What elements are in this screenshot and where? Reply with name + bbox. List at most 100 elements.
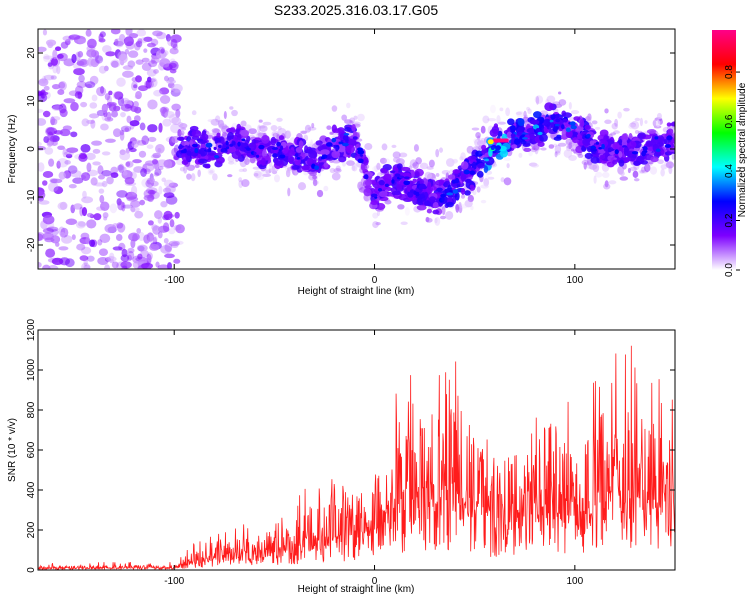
spectrogram-cell [95, 55, 104, 64]
spectrogram-cell [238, 168, 245, 173]
spectrogram-cell [528, 162, 538, 167]
spectrogram-cell [441, 206, 446, 216]
spectrogram-cell [304, 124, 312, 133]
spectrogram-cell [601, 172, 610, 178]
spectrogram-cell [180, 127, 187, 131]
spectrogram-cell [630, 120, 640, 130]
spectrogram-cell [554, 123, 560, 127]
spectrogram-cell [499, 107, 504, 112]
spectrogram-cell [516, 110, 525, 118]
spectrogram-cell [57, 157, 69, 168]
spectrogram-cell [189, 125, 199, 132]
spectrogram-cell [535, 128, 541, 133]
spectrogram-cell [420, 194, 425, 198]
spectrogram-cell [427, 181, 432, 191]
spectrogram-cell [163, 187, 172, 194]
spectrogram-cell [660, 164, 668, 170]
spectrogram-cell [432, 202, 439, 209]
spectrogram-cell [168, 227, 176, 235]
spectrogram-cell [270, 167, 276, 173]
spectrogram-cell [570, 125, 577, 130]
spectrogram-cell [135, 90, 142, 100]
spectrogram-cell [323, 162, 329, 168]
spectrogram-cell [53, 186, 64, 195]
spectrogram-cell [629, 122, 637, 128]
spectrogram-cell [138, 150, 147, 158]
spectrogram-cell [523, 110, 527, 118]
spectrogram-cell [410, 189, 414, 193]
spectrogram-cell [568, 102, 572, 110]
spectrogram-cell [548, 144, 555, 149]
spectrogram-cell [343, 127, 352, 132]
spectrogram-cell [391, 190, 402, 196]
spectrogram-cell [147, 220, 154, 226]
spectrogram-cell [146, 144, 154, 149]
spectrogram-cell [175, 109, 181, 118]
spectrogram-cell [106, 101, 117, 107]
spectrogram-cell [539, 120, 543, 125]
spectrogram-cell [633, 160, 641, 166]
spectrogram-cell [248, 134, 255, 139]
spectrogram-cell [227, 146, 236, 153]
spectrogram-cell [555, 114, 560, 119]
spectrogram-cell [670, 122, 675, 127]
spectrogram-cell [320, 156, 325, 160]
spectrogram-cell [666, 135, 673, 141]
spectrogram-cell [51, 137, 58, 147]
spectrogram-cell [49, 56, 61, 67]
spectrogram-cell [445, 158, 455, 167]
spectrogram-cell [130, 200, 141, 208]
spectrogram-cell [338, 141, 344, 145]
spectrogram-y-tick-label: -20 [26, 237, 37, 252]
spectrogram-cell [464, 190, 471, 196]
spectrogram-cell [237, 141, 241, 147]
spectrogram-cell [415, 157, 422, 165]
spectrogram-cell [130, 239, 136, 249]
spectrogram-cell [603, 183, 611, 190]
spectrogram-cell [91, 94, 98, 102]
spectrogram-y-axis-label: Frequency (Hz) [7, 115, 18, 184]
spectrogram-cell [68, 34, 81, 40]
spectrogram-cell [637, 134, 646, 139]
spectrogram-cell [655, 119, 661, 128]
spectrogram-cell [38, 93, 48, 103]
spectrogram-cell [496, 115, 501, 124]
spectrogram-cell [483, 177, 490, 187]
spectrogram-cell [166, 79, 176, 85]
snr-y-axis-label: SNR (10 * v/v) [7, 418, 18, 482]
spectrogram-cell [248, 142, 257, 151]
spectrogram-cell [163, 238, 169, 244]
spectrogram-cell [315, 140, 323, 146]
spectrogram-cell [143, 79, 154, 89]
spectrogram-cell [152, 152, 161, 159]
spectrogram-cell [126, 254, 132, 262]
spectrogram-cell [500, 177, 505, 183]
spectrogram-cell [384, 199, 392, 205]
spectrogram-cell [160, 244, 172, 254]
spectrogram-cell [58, 246, 69, 251]
spectrogram-cell [85, 236, 91, 245]
spectrogram-cell [412, 161, 419, 169]
spectrogram-cell [159, 95, 171, 104]
spectrogram-cell [435, 148, 440, 158]
spectrogram-cell [131, 81, 138, 91]
spectrogram-cell [380, 168, 388, 174]
spectrogram-cell [164, 242, 173, 252]
spectrogram-cell [399, 175, 405, 179]
spectrogram-cell [472, 189, 477, 196]
spectrogram-cell [569, 121, 576, 126]
spectrogram-cell [43, 74, 55, 81]
spectrogram-cell [46, 226, 59, 232]
spectrogram-cell [123, 36, 134, 47]
spectrogram-cell [375, 221, 381, 226]
spectrogram-cell [156, 159, 169, 168]
spectrogram-cell [270, 124, 278, 132]
spectrogram-cell [136, 228, 142, 234]
spectrogram-cell [300, 130, 307, 135]
spectrogram-cell [480, 184, 489, 189]
spectrogram-cell [109, 252, 115, 261]
spectrogram-cell [432, 209, 440, 215]
spectrogram-cell [349, 120, 354, 125]
spectrogram-cell [523, 114, 528, 118]
spectrogram-cell [414, 171, 420, 177]
